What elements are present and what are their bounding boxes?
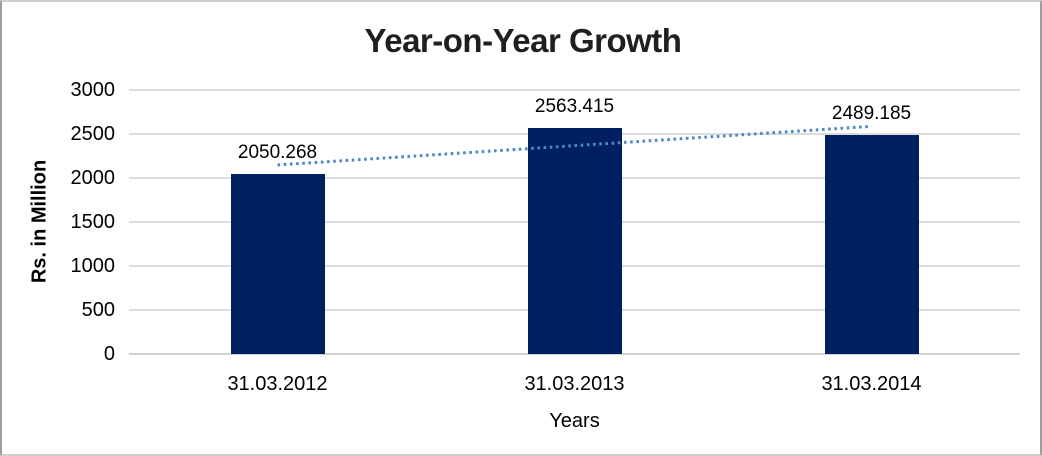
x-category-label: 31.03.2014	[821, 373, 922, 395]
chart-title: Year-on-Year Growth	[364, 22, 682, 59]
x-category-label: 31.03.2012	[227, 373, 328, 395]
y-tick-label: 1500	[70, 211, 116, 233]
bar-data-label: 2563.415	[534, 96, 615, 118]
y-tick-label: 2500	[70, 123, 116, 145]
bar-data-label: 2489.185	[831, 102, 912, 124]
bar	[527, 128, 622, 354]
bar-data-label: 2050.268	[237, 141, 318, 163]
y-tick-label: 1000	[70, 255, 116, 277]
y-tick-label: 500	[81, 299, 115, 321]
y-tick-label: 0	[103, 343, 115, 365]
y-tick-label: 2000	[70, 167, 116, 189]
bar	[824, 134, 919, 354]
x-axis-title: Years	[549, 410, 600, 432]
gridline	[129, 89, 1020, 91]
bar	[230, 173, 325, 354]
x-axis-line	[129, 353, 1020, 355]
x-category-label: 31.03.2013	[524, 373, 625, 395]
y-tick-label: 3000	[70, 79, 116, 101]
